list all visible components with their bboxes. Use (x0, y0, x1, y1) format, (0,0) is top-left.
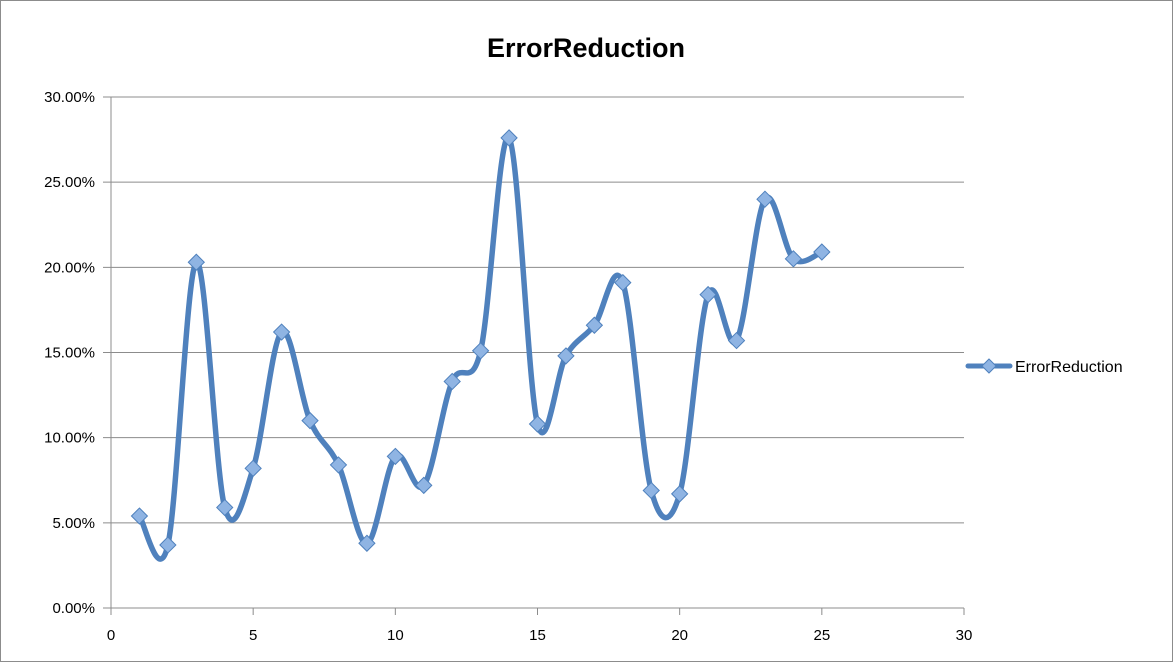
x-tick-label: 15 (529, 627, 546, 644)
y-tick-label: 25.00% (44, 174, 95, 191)
data-point-marker (443, 372, 461, 391)
data-point-marker (415, 476, 433, 495)
x-tick-label: 10 (387, 627, 404, 644)
data-point-marker (727, 331, 746, 350)
data-point-marker (756, 190, 774, 208)
data-point-marker (642, 481, 660, 500)
data-point-marker (528, 415, 547, 433)
data-point-marker (614, 273, 632, 292)
data-point-marker (329, 456, 348, 474)
legend: ErrorReduction (965, 358, 1123, 376)
data-point-marker (216, 498, 234, 517)
data-point-marker (471, 342, 490, 360)
data-point-marker (301, 411, 319, 430)
data-point-marker (130, 507, 149, 525)
data-point-marker (358, 534, 376, 552)
series-layer (130, 129, 831, 562)
legend-marker (981, 358, 997, 374)
legend-label: ErrorReduction (1015, 359, 1123, 376)
y-tick-label: 15.00% (44, 345, 95, 362)
data-point-marker (386, 447, 405, 466)
x-tick-label: 25 (813, 627, 830, 644)
y-tick-label: 5.00% (52, 515, 95, 532)
data-point-marker (159, 536, 177, 554)
grid-lines (103, 96, 964, 609)
data-point-marker (272, 323, 291, 341)
data-point-marker (784, 250, 803, 268)
y-tick-label: 0.00% (52, 600, 95, 617)
y-tick-label: 10.00% (44, 430, 95, 447)
data-point-marker (500, 129, 518, 147)
x-tick-label: 0 (107, 627, 115, 644)
data-point-marker (585, 316, 604, 334)
series-line (136, 135, 825, 562)
data-point-marker (699, 285, 717, 304)
chart-title: ErrorReduction (487, 33, 685, 63)
y-tick-label: 20.00% (44, 259, 95, 276)
y-tick-label: 30.00% (44, 89, 95, 106)
data-point-marker (244, 459, 262, 478)
data-point-marker (813, 243, 831, 261)
x-tick-label: 30 (956, 627, 973, 644)
x-tick-label: 20 (671, 627, 688, 644)
data-point-marker (187, 253, 206, 271)
data-point-marker (670, 485, 689, 503)
data-point-marker (557, 347, 575, 365)
axes: 0.00% 5.00% 10.00% 15.00% 20.00% 25.00% 30.00%… (44, 89, 972, 644)
x-tick-label: 5 (249, 627, 257, 644)
